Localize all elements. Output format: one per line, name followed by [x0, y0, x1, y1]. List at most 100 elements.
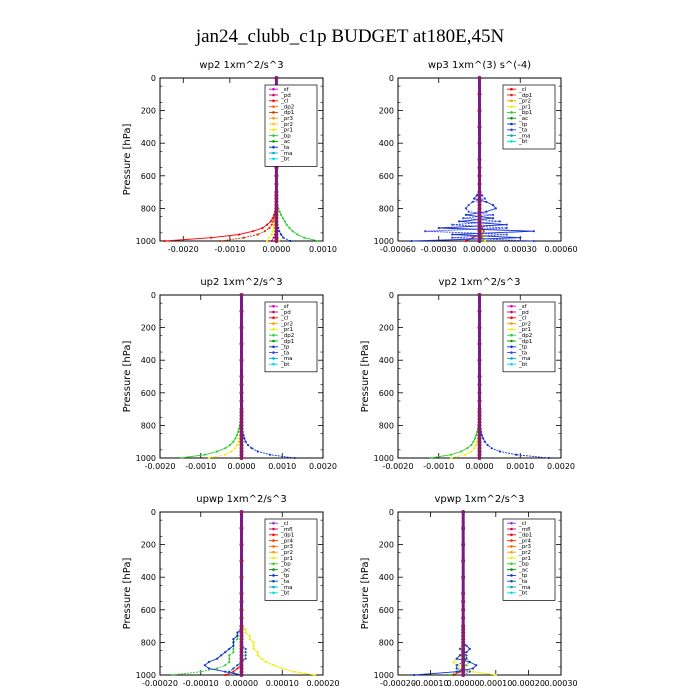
- data-point: [252, 644, 255, 647]
- legend-marker: [272, 310, 275, 314]
- data-point: [532, 239, 535, 243]
- data-point: [483, 440, 486, 443]
- x-tick-label: -0.0020: [168, 245, 199, 254]
- data-point: [483, 239, 486, 243]
- zero-line-point: [477, 374, 482, 379]
- zero-line-point: [239, 426, 244, 431]
- legend-marker: [272, 533, 275, 537]
- zero-line-point: [239, 637, 244, 642]
- data-point: [229, 443, 232, 447]
- legend-label: _sf: [518, 304, 528, 310]
- data-point: [270, 223, 273, 226]
- y-tick-label: 200: [141, 107, 156, 116]
- zero-line-point: [239, 423, 244, 428]
- data-point: [242, 236, 245, 239]
- y-axis-label: Pressure [hPa]: [360, 341, 371, 413]
- zero-line-point: [239, 293, 244, 297]
- zero-line-point: [477, 209, 482, 214]
- legend-label: _tp: [518, 345, 528, 351]
- x-tick-label: -0.0010: [185, 462, 216, 471]
- legend-label: _bt: [280, 157, 290, 163]
- legend-marker: [510, 568, 513, 571]
- series-line-bp: [449, 512, 471, 676]
- y-axis-label: Pressure [hPa]: [360, 558, 371, 630]
- zero-line-point: [239, 420, 244, 425]
- data-point: [280, 233, 283, 236]
- zero-line-point: [477, 436, 482, 441]
- y-tick-label: 800: [379, 421, 394, 430]
- legend-marker: [510, 111, 513, 114]
- series-line-dp2: [430, 295, 480, 459]
- y-tick-label: 800: [141, 204, 156, 213]
- legend-marker: [272, 93, 275, 97]
- legend-label: _ma: [280, 151, 292, 157]
- data-point: [278, 230, 281, 233]
- x-tick-label: 0.0010: [506, 462, 534, 471]
- zero-line-point: [239, 358, 244, 363]
- data-point: [413, 673, 416, 677]
- legend-marker: [272, 362, 275, 366]
- zero-line-point: [239, 410, 244, 415]
- zero-line-point: [239, 669, 244, 674]
- zero-line-point: [477, 181, 482, 186]
- data-point: [236, 664, 239, 667]
- y-tick-label: 0: [151, 74, 156, 83]
- y-tick-label: 600: [379, 389, 394, 398]
- legend-marker: [272, 345, 275, 349]
- legend-label: _bp: [518, 562, 529, 568]
- zero-line-point: [461, 669, 466, 674]
- legend-label: _cl: [280, 99, 289, 105]
- zero-line-point: [461, 542, 466, 547]
- zero-line-point: [477, 452, 482, 457]
- y-tick-label: 1000: [374, 237, 394, 246]
- data-point: [237, 440, 240, 443]
- zero-line-point: [461, 510, 466, 514]
- data-point: [264, 660, 267, 664]
- legend-marker: [272, 562, 275, 566]
- legend-label: _cl: [518, 316, 527, 322]
- legend-marker: [510, 579, 513, 583]
- data-point: [238, 233, 241, 236]
- zero-line-point: [461, 627, 466, 632]
- data-point: [282, 236, 285, 239]
- zero-line-point: [477, 141, 482, 146]
- legend-label: _pr4: [518, 538, 532, 544]
- data-point: [224, 673, 227, 677]
- legend-label: _cl: [518, 521, 527, 527]
- data-point: [486, 443, 489, 447]
- data-point: [263, 230, 266, 233]
- zero-line-point: [239, 429, 244, 434]
- data-point: [248, 634, 251, 638]
- legend-label: _ac: [280, 139, 290, 145]
- legend-label: _pr4: [280, 538, 294, 544]
- legend-marker: [272, 339, 275, 343]
- legend-label: _dp2: [280, 333, 294, 339]
- legend-label: _mfl: [518, 527, 531, 533]
- y-tick-label: 1000: [136, 237, 156, 246]
- data-point: [313, 673, 316, 677]
- y-tick-label: 1000: [136, 454, 156, 463]
- zero-line-point: [239, 575, 244, 580]
- y-tick-label: 200: [379, 541, 394, 550]
- zero-line-point: [239, 390, 244, 395]
- data-point: [266, 239, 269, 243]
- y-tick-label: 200: [379, 324, 394, 333]
- data-point: [232, 440, 235, 443]
- data-point: [252, 641, 255, 644]
- panel-title: wp2 1xm^2/s^3: [199, 60, 283, 71]
- data-point: [472, 440, 475, 443]
- data-point: [291, 230, 294, 233]
- data-point: [465, 644, 468, 647]
- panel-title: vp2 1xm^2/s^3: [439, 277, 521, 288]
- data-point: [199, 670, 202, 673]
- zero-line-point: [461, 650, 466, 655]
- data-point: [236, 638, 239, 641]
- legend: _cl_dp1_pr2_pr1_bp1_ac_tp_ta_ma_bt: [502, 84, 556, 150]
- legend: _cl_mfl_dp1_pr4_pr3_pr2_pr1_bp_ac_tp_ta_…: [264, 518, 318, 601]
- legend-label: _pr2: [280, 321, 293, 327]
- series-line-tp: [204, 512, 242, 676]
- legend-label: _pr2: [518, 321, 531, 327]
- data-point: [462, 217, 465, 220]
- data-point: [244, 440, 247, 443]
- x-tick-label: 0.0000: [262, 245, 290, 254]
